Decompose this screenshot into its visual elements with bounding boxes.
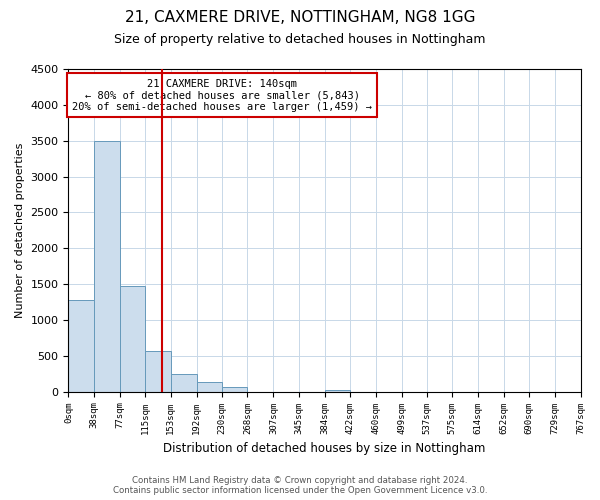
- Bar: [120, 286, 145, 392]
- Bar: [170, 374, 197, 392]
- Bar: [222, 386, 247, 392]
- Text: Contains HM Land Registry data © Crown copyright and database right 2024.
Contai: Contains HM Land Registry data © Crown c…: [113, 476, 487, 495]
- Text: 21, CAXMERE DRIVE, NOTTINGHAM, NG8 1GG: 21, CAXMERE DRIVE, NOTTINGHAM, NG8 1GG: [125, 10, 475, 25]
- X-axis label: Distribution of detached houses by size in Nottingham: Distribution of detached houses by size …: [163, 442, 485, 455]
- Bar: [325, 390, 350, 392]
- Text: Size of property relative to detached houses in Nottingham: Size of property relative to detached ho…: [114, 32, 486, 46]
- Bar: [68, 300, 94, 392]
- Bar: [145, 351, 170, 392]
- Bar: [197, 382, 222, 392]
- Bar: [94, 140, 120, 392]
- Y-axis label: Number of detached properties: Number of detached properties: [15, 142, 25, 318]
- Text: 21 CAXMERE DRIVE: 140sqm
← 80% of detached houses are smaller (5,843)
20% of sem: 21 CAXMERE DRIVE: 140sqm ← 80% of detach…: [72, 78, 372, 112]
